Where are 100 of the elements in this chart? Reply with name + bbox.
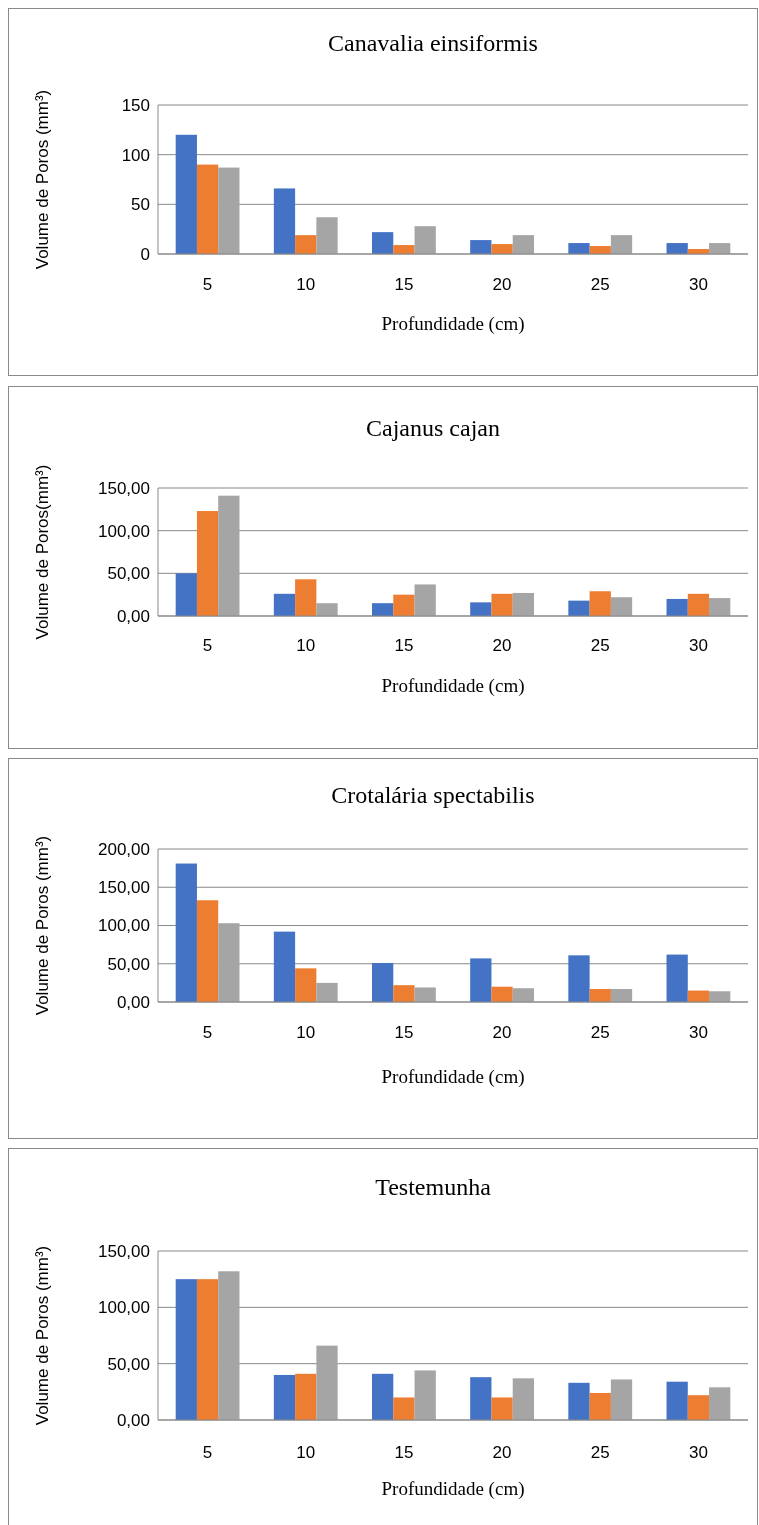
- bar: [589, 989, 611, 1002]
- y-tick-label: 150,00: [98, 478, 150, 498]
- x-axis-title: Profundidade (cm): [381, 1066, 525, 1088]
- y-axis-title: Volume de Poros (mm³): [33, 89, 52, 270]
- bar: [687, 1395, 710, 1420]
- bar: [196, 164, 219, 254]
- x-tick-label: 30: [688, 275, 708, 294]
- bar: [666, 598, 688, 616]
- bar: [491, 986, 513, 1002]
- bar: [273, 931, 296, 1002]
- y-axis-title: Volume de Poros (mm³): [33, 1245, 52, 1426]
- bar: [709, 991, 731, 1002]
- bar: [414, 987, 436, 1002]
- y-tick-label: 50,00: [107, 954, 150, 974]
- y-tick-label: 50: [131, 195, 150, 215]
- bar: [372, 232, 394, 254]
- x-tick-label: 5: [202, 275, 213, 294]
- x-tick-label: 30: [688, 1023, 708, 1042]
- y-tick-label: 50,00: [107, 564, 150, 584]
- x-tick-label: 10: [296, 275, 316, 294]
- bar: [589, 591, 611, 616]
- bar: [512, 1378, 534, 1420]
- bar: [709, 598, 731, 616]
- x-tick-label: 20: [492, 1023, 512, 1042]
- bar: [218, 923, 240, 1002]
- bar: [491, 244, 513, 254]
- x-tick-label: 15: [394, 1023, 414, 1042]
- bar: [666, 1381, 688, 1420]
- bar: [295, 1373, 317, 1420]
- bar: [470, 602, 492, 616]
- x-tick-label: 25: [590, 1443, 610, 1462]
- bar: [372, 603, 394, 616]
- y-tick-label: 100: [121, 145, 150, 165]
- bar: [610, 597, 633, 616]
- bar: [470, 1377, 492, 1420]
- bar: [512, 592, 534, 616]
- bar: [491, 593, 513, 616]
- y-tick-label: 100,00: [98, 916, 150, 936]
- bar: [196, 900, 219, 1002]
- x-tick-label: 5: [202, 1023, 213, 1042]
- bar: [687, 593, 710, 616]
- bar: [175, 863, 197, 1002]
- bar: [666, 954, 688, 1002]
- bar: [512, 235, 534, 254]
- x-tick-label: 25: [590, 1023, 610, 1042]
- bar: [393, 1397, 415, 1420]
- bar: [589, 1392, 611, 1420]
- x-tick-label: 10: [296, 1023, 316, 1042]
- bar: [196, 1279, 219, 1420]
- bar: [709, 243, 731, 254]
- bar: [393, 594, 415, 616]
- y-tick-label: 150: [121, 95, 150, 115]
- bar: [273, 188, 296, 254]
- y-tick-label: 0,00: [116, 1410, 150, 1430]
- x-tick-label: 15: [394, 1443, 414, 1462]
- bar: [372, 1373, 394, 1420]
- chart-title: Canavalia einsiformis: [328, 30, 538, 56]
- bar: [709, 1387, 731, 1420]
- y-tick-label: 200,00: [98, 839, 150, 859]
- x-tick-label: 30: [688, 636, 708, 655]
- y-tick-label: 150,00: [98, 1241, 150, 1261]
- bar: [568, 955, 590, 1002]
- bar: [316, 217, 338, 254]
- x-tick-label: 10: [296, 636, 316, 655]
- y-tick-label: 0: [140, 244, 150, 264]
- x-axis-title: Profundidade (cm): [381, 1478, 525, 1500]
- x-tick-label: 5: [202, 636, 213, 655]
- x-tick-label: 20: [492, 275, 512, 294]
- x-tick-label: 25: [590, 636, 610, 655]
- y-axis-title: Volume de Poros(mm³): [33, 464, 52, 640]
- y-tick-label: 0,00: [116, 992, 150, 1012]
- bar: [568, 1382, 590, 1420]
- bar: [666, 243, 688, 254]
- chart-title: Crotalária spectabilis: [331, 782, 535, 808]
- x-tick-label: 5: [202, 1443, 213, 1462]
- bar: [218, 167, 240, 254]
- bar: [295, 235, 317, 254]
- bar: [295, 968, 317, 1002]
- x-tick-label: 20: [492, 1443, 512, 1462]
- bar: [175, 1279, 197, 1420]
- bar: [512, 988, 534, 1002]
- bar: [372, 962, 394, 1002]
- bar: [218, 495, 240, 616]
- x-tick-label: 15: [394, 636, 414, 655]
- bar: [273, 1374, 296, 1420]
- bar: [175, 573, 197, 616]
- bar: [393, 245, 415, 254]
- y-axis-title: Volume de Poros (mm³): [33, 835, 52, 1016]
- bar: [295, 579, 317, 616]
- y-tick-label: 0,00: [116, 606, 150, 626]
- x-tick-label: 10: [296, 1443, 316, 1462]
- bar: [316, 1345, 338, 1420]
- bar: [316, 982, 338, 1002]
- x-tick-label: 30: [688, 1443, 708, 1462]
- chart-title: Cajanus cajan: [366, 415, 500, 441]
- chart-title: Testemunha: [375, 1174, 492, 1200]
- bar: [316, 603, 338, 616]
- bar: [414, 226, 436, 254]
- bar: [414, 584, 436, 616]
- bar: [414, 1370, 436, 1420]
